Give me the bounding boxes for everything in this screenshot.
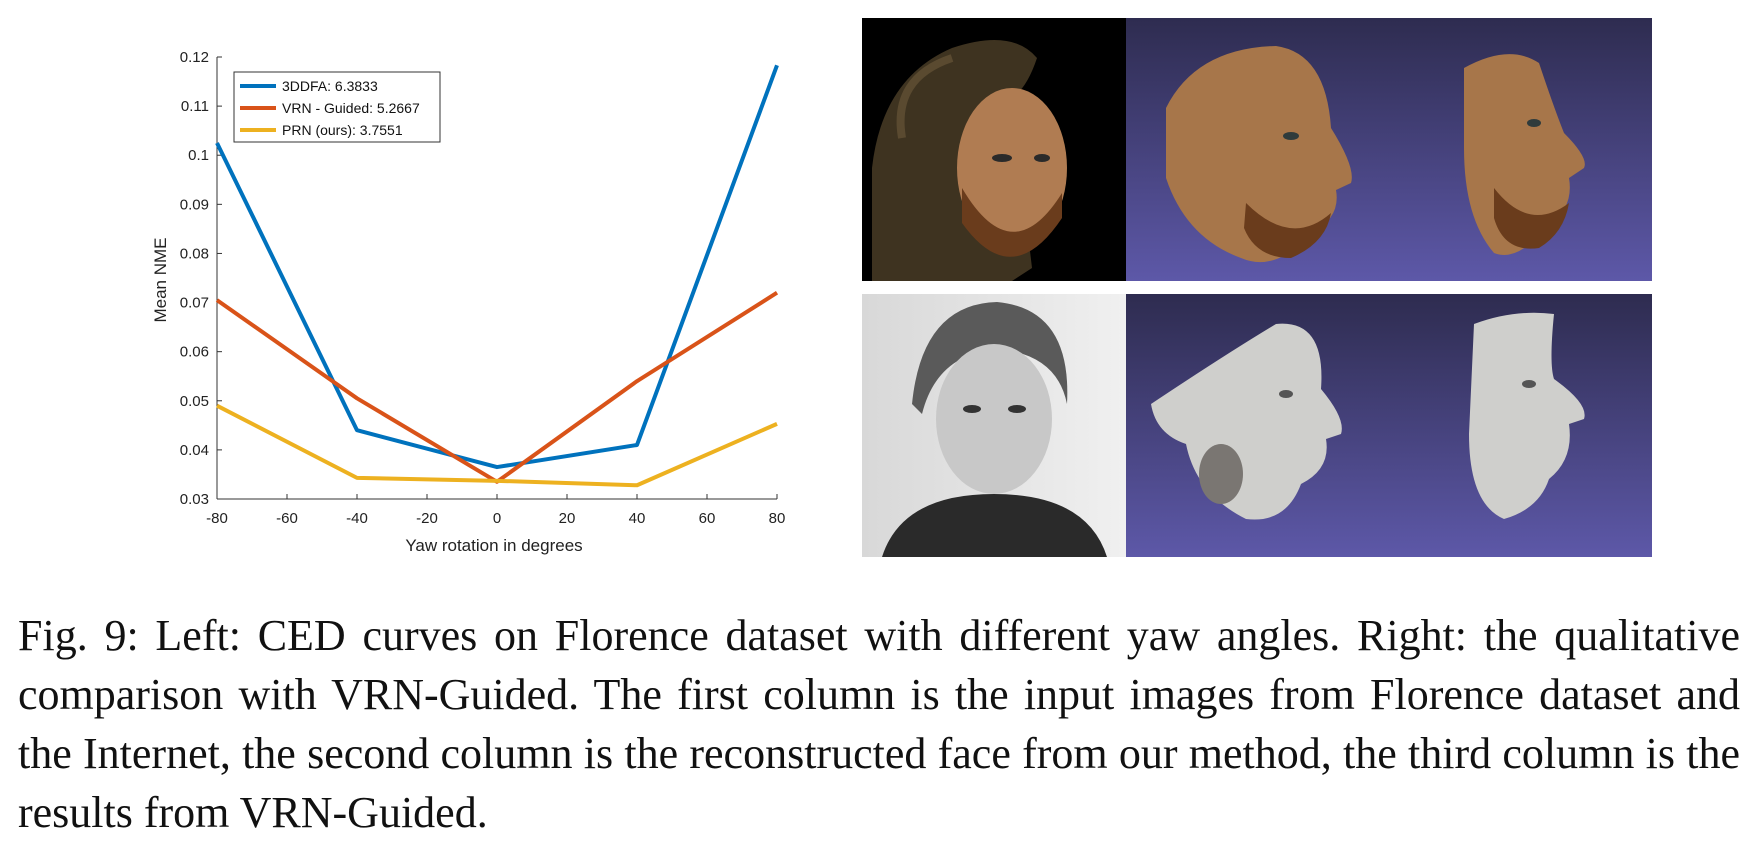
y-tick-label: 0.07 bbox=[180, 295, 209, 312]
legend-label: VRN - Guided: 5.2667 bbox=[282, 100, 420, 116]
x-axis-label: Yaw rotation in degrees bbox=[405, 536, 582, 555]
y-axis-label: Mean NME bbox=[151, 237, 170, 322]
ced-chart: -80 -60 -40 -20 0 20 40 60 80 0.03 0.04 0.05 0.06 0.0… bbox=[151, 49, 786, 555]
series-line-2 bbox=[215, 291, 779, 484]
gray-face-render bbox=[1469, 312, 1585, 519]
x-tick-label: 40 bbox=[629, 510, 646, 527]
y-tick-label: 0.09 bbox=[180, 196, 209, 213]
chart-legend: 3DDFA: 6.3833 VRN - Guided: 5.2667 PRN (ou… bbox=[233, 71, 441, 143]
reconstruction-ours-internet bbox=[1126, 294, 1389, 557]
input-photo-internet bbox=[862, 294, 1126, 557]
legend-label: 3DDFA: 6.3833 bbox=[282, 78, 378, 94]
series-line-1 bbox=[215, 64, 779, 470]
chart-axes: -80 -60 -40 -20 0 20 40 60 80 0.03 0.04 0.05 0.06 0.0… bbox=[180, 49, 786, 527]
woman-portrait-image bbox=[882, 302, 1107, 557]
input-photo-florence bbox=[862, 18, 1126, 281]
x-tick-label: -40 bbox=[346, 510, 368, 527]
x-tick-label: 0 bbox=[493, 510, 501, 527]
reconstruction-ours-florence bbox=[1126, 18, 1389, 281]
y-tick-label: 0.06 bbox=[180, 344, 209, 361]
gray-face-render bbox=[1151, 323, 1342, 520]
x-tick-label: 80 bbox=[769, 510, 786, 527]
x-tick-label: 20 bbox=[559, 510, 576, 527]
x-tick-label: 60 bbox=[699, 510, 716, 527]
bearded-man-face-image bbox=[872, 40, 1067, 281]
y-tick-label: 0.04 bbox=[180, 442, 209, 459]
textured-face-render bbox=[1166, 46, 1352, 263]
reconstruction-vrn-guided-florence bbox=[1389, 18, 1652, 281]
chart-series-lines bbox=[215, 64, 779, 488]
y-tick-label: 0.12 bbox=[180, 49, 209, 66]
x-tick-label: -60 bbox=[276, 510, 298, 527]
y-tick-label: 0.1 bbox=[188, 147, 209, 164]
x-tick-label: -80 bbox=[206, 510, 228, 527]
y-tick-label: 0.08 bbox=[180, 245, 209, 262]
y-tick-label: 0.05 bbox=[180, 393, 209, 410]
x-tick-label: -20 bbox=[416, 510, 438, 527]
y-tick-label: 0.11 bbox=[181, 98, 209, 115]
reconstruction-vrn-guided-internet bbox=[1389, 294, 1652, 557]
y-tick-label: 0.03 bbox=[180, 491, 209, 508]
series-line-3 bbox=[216, 403, 778, 488]
figure-caption: Fig. 9: Left: CED curves on Florence dat… bbox=[18, 611, 1740, 837]
legend-label: PRN (ours): 3.7551 bbox=[282, 122, 403, 138]
textured-face-render bbox=[1464, 54, 1585, 255]
